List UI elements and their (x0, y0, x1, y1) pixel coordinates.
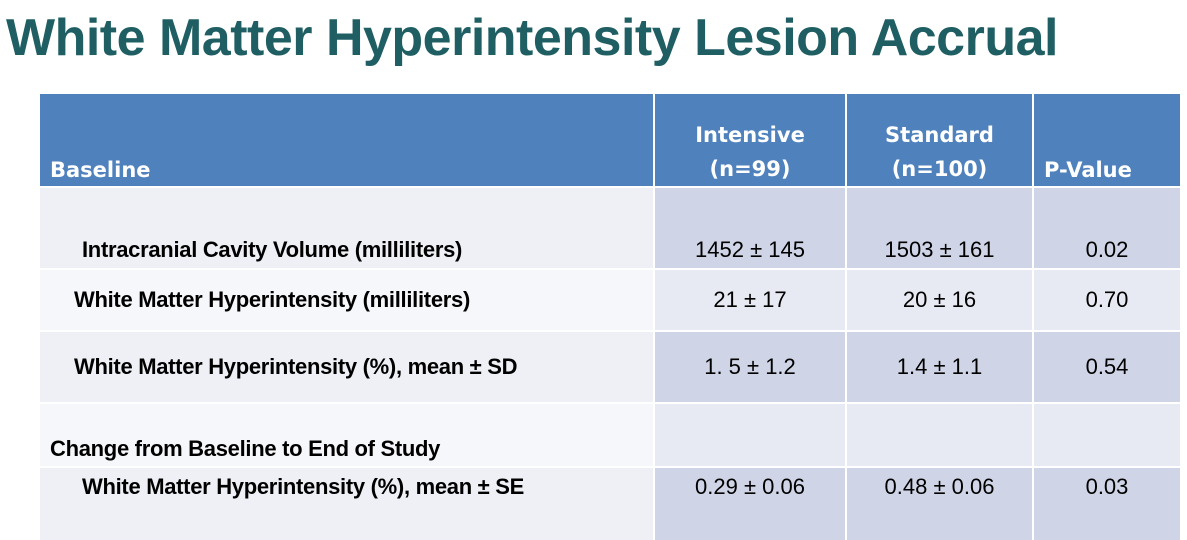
header-standard-name: Standard (885, 123, 994, 147)
table-row: White Matter Hyperintensity (%), mean ± … (40, 330, 1180, 403)
results-table: Baseline Intensive (n=99) Standard (n=10… (40, 94, 1180, 540)
standard-value: 1.4 ± 1.1 (846, 330, 1034, 403)
section-label: Change from Baseline to End of Study (40, 402, 655, 467)
header-p-value: P-Value (1033, 94, 1180, 187)
p-value: 0.03 (1033, 466, 1180, 540)
intensive-value: 0.29 ± 0.06 (654, 466, 847, 540)
intensive-value: 21 ± 17 (654, 268, 847, 331)
table-row: White Matter Hyperintensity (%), mean ± … (40, 466, 1180, 540)
header-row: Baseline Intensive (n=99) Standard (n=10… (40, 94, 1180, 187)
standard-value: 1503 ± 161 (846, 186, 1034, 269)
p-value: 0.02 (1033, 186, 1180, 269)
header-standard-n: (n=100) (891, 157, 988, 181)
standard-value: 20 ± 16 (846, 268, 1034, 331)
row-label: White Matter Hyperintensity (milliliters… (40, 268, 655, 331)
header-intensive: Intensive (n=99) (654, 94, 847, 187)
table-row: White Matter Hyperintensity (milliliters… (40, 268, 1180, 331)
p-value (1033, 402, 1180, 467)
p-value: 0.54 (1033, 330, 1180, 403)
row-label: White Matter Hyperintensity (%), mean ± … (40, 330, 655, 403)
header-intensive-name: Intensive (695, 123, 805, 147)
table-row: Intracranial Cavity Volume (milliliters)… (40, 186, 1180, 269)
section-row: Change from Baseline to End of Study (40, 402, 1180, 467)
intensive-value (654, 402, 847, 467)
header-standard: Standard (n=100) (846, 94, 1034, 187)
row-label: White Matter Hyperintensity (%), mean ± … (40, 466, 655, 540)
slide-title: White Matter Hyperintensity Lesion Accru… (6, 9, 1058, 67)
header-intensive-n: (n=99) (709, 157, 791, 181)
header-baseline: Baseline (40, 94, 655, 187)
standard-value: 0.48 ± 0.06 (846, 466, 1034, 540)
row-label: Intracranial Cavity Volume (milliliters) (40, 186, 655, 269)
intensive-value: 1452 ± 145 (654, 186, 847, 269)
standard-value (846, 402, 1034, 467)
p-value: 0.70 (1033, 268, 1180, 331)
intensive-value: 1. 5 ± 1.2 (654, 330, 847, 403)
